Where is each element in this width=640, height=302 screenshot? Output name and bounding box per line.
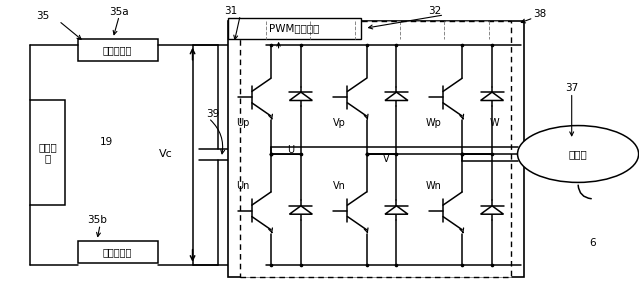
Text: 35a: 35a <box>109 7 129 17</box>
Polygon shape <box>289 92 312 101</box>
Text: 32: 32 <box>428 6 442 16</box>
Bar <box>30 100 65 205</box>
Bar <box>78 241 157 263</box>
Text: U: U <box>287 145 294 156</box>
Text: リレー接点: リレー接点 <box>103 45 132 55</box>
Bar <box>241 21 511 277</box>
Text: 35: 35 <box>36 11 49 21</box>
Text: Vn: Vn <box>333 181 346 191</box>
Text: 31: 31 <box>224 6 237 16</box>
Text: モータ: モータ <box>569 149 588 159</box>
Bar <box>228 18 362 39</box>
Text: Wn: Wn <box>425 181 441 191</box>
Bar <box>78 39 157 61</box>
Polygon shape <box>481 206 504 214</box>
Polygon shape <box>289 206 312 214</box>
Text: Wp: Wp <box>425 117 441 127</box>
Text: Vp: Vp <box>333 117 346 127</box>
Text: 35b: 35b <box>87 215 107 225</box>
Circle shape <box>518 126 639 182</box>
Text: リレー接点: リレー接点 <box>103 247 132 257</box>
Text: PWMドライバ: PWMドライバ <box>269 23 320 33</box>
Polygon shape <box>385 206 408 214</box>
Text: V: V <box>383 154 389 164</box>
Polygon shape <box>385 92 408 101</box>
Bar <box>228 21 524 277</box>
Text: Un: Un <box>237 181 250 191</box>
Text: 19: 19 <box>100 137 113 147</box>
Text: 6: 6 <box>589 238 595 248</box>
Text: 37: 37 <box>565 83 579 93</box>
Polygon shape <box>481 92 504 101</box>
Text: 38: 38 <box>533 9 547 19</box>
Text: Vc: Vc <box>159 149 172 159</box>
Text: W: W <box>490 118 499 128</box>
Text: 39: 39 <box>206 109 220 119</box>
Text: バッテ
リ: バッテ リ <box>38 142 57 163</box>
Text: Up: Up <box>237 117 250 127</box>
